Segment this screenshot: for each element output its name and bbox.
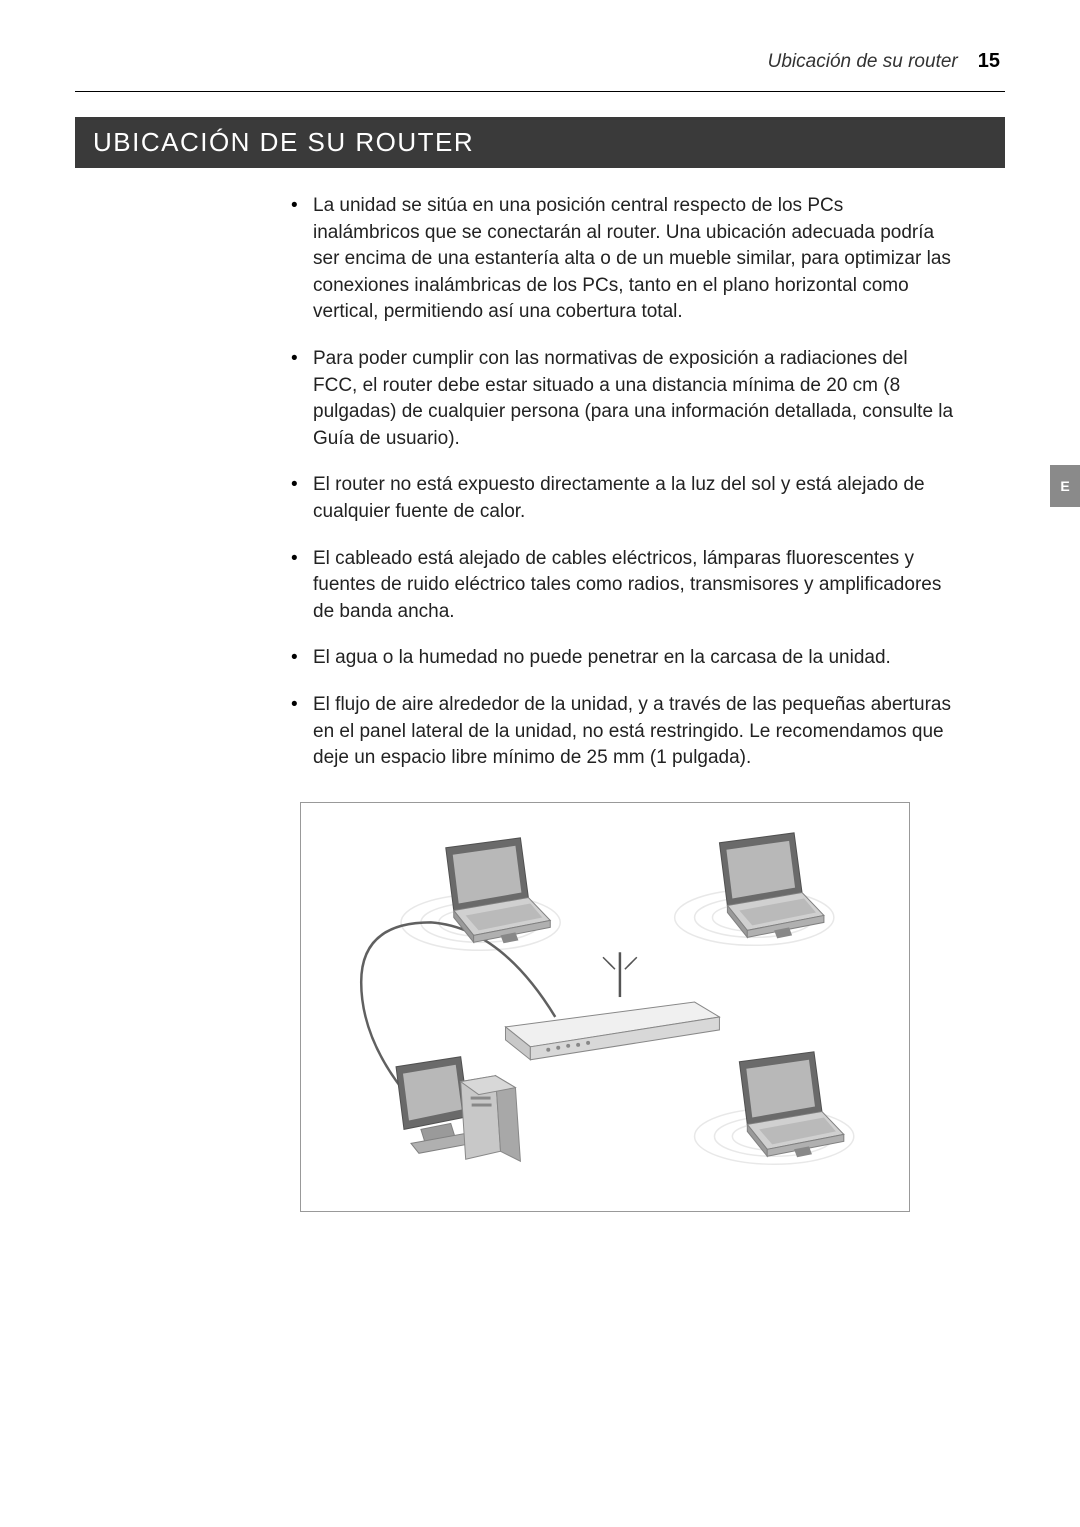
header-rule — [75, 91, 1005, 92]
language-tab: E — [1050, 465, 1080, 507]
list-item: El router no está expuesto directamente … — [285, 472, 955, 525]
desktop-pc-icon — [396, 1056, 520, 1160]
content-area: La unidad se sitúa en una posición centr… — [285, 193, 955, 772]
running-title: Ubicación de su router — [768, 51, 958, 73]
laptop-icon — [446, 838, 550, 943]
page-header: Ubicación de su router 15 — [75, 50, 1005, 73]
network-diagram — [300, 802, 910, 1212]
page-number: 15 — [978, 50, 1000, 73]
list-item: El cableado está alejado de cables eléct… — [285, 546, 955, 626]
diagram-svg — [301, 803, 909, 1211]
laptop-icon — [719, 833, 823, 938]
list-item: Para poder cumplir con las normativas de… — [285, 346, 955, 452]
list-item: El flujo de aire alrededor de la unidad,… — [285, 692, 955, 772]
list-item: El agua o la humedad no puede penetrar e… — [285, 645, 955, 672]
bullet-list: La unidad se sitúa en una posición centr… — [285, 193, 955, 772]
router-icon — [505, 952, 719, 1059]
section-heading: UBICACIÓN DE SU ROUTER — [75, 117, 1005, 168]
language-tab-label: E — [1060, 478, 1069, 494]
list-item: La unidad se sitúa en una posición centr… — [285, 193, 955, 326]
laptop-icon — [739, 1051, 843, 1156]
